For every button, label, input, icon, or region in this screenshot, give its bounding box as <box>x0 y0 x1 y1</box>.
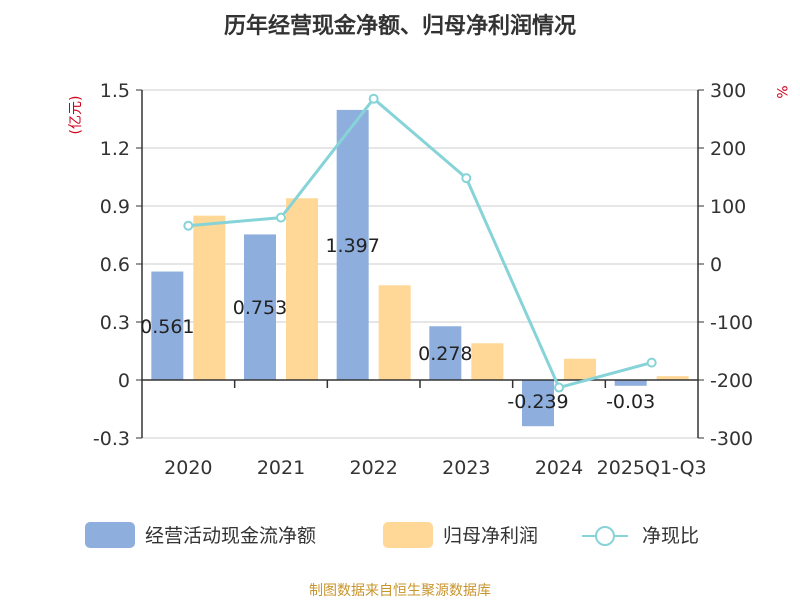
bar-cashflow <box>614 380 647 386</box>
right-axis-tick-label: 200 <box>710 138 746 160</box>
ratio-point <box>554 382 564 393</box>
bar-netprofit <box>471 343 504 380</box>
legend-marker-ratio <box>595 526 615 546</box>
data-label: 0.278 <box>418 343 472 365</box>
legend-swatch-cashflow <box>85 522 135 548</box>
data-label: 1.397 <box>325 235 379 257</box>
ratio-line <box>188 97 653 390</box>
bar-netprofit <box>656 376 689 380</box>
ratio-line-group <box>183 93 657 393</box>
right-axis-tick-label: -200 <box>710 370 753 392</box>
bar-cashflow <box>244 234 276 380</box>
bar-netprofit <box>286 198 318 380</box>
legend-label-ratio: 净现比 <box>642 525 699 547</box>
left-axis-tick-label: 0 <box>118 370 130 392</box>
right-axis-tick-label: 100 <box>710 196 746 218</box>
bar-group <box>151 109 689 427</box>
x-axis-category-label: 2020 <box>164 457 212 479</box>
legend-swatch-netprofit <box>383 522 433 548</box>
bar-cashflow <box>429 326 462 380</box>
right-axis-tick-label: 0 <box>710 254 722 276</box>
ratio-point <box>646 357 657 368</box>
ratio-point <box>276 212 286 223</box>
left-axis-tick-label: 1.2 <box>100 138 130 160</box>
left-axis-tick-label: 1.5 <box>100 80 130 102</box>
legend-label-netprofit: 归母净利润 <box>443 525 538 547</box>
data-label: 0.561 <box>140 316 194 338</box>
x-axis-category-label: 2021 <box>257 457 305 479</box>
bar-netprofit <box>564 358 596 380</box>
bar-cashflow <box>151 271 184 380</box>
right-axis-tick-label: 300 <box>710 80 746 102</box>
left-axis-tick-label: 0.6 <box>100 254 130 276</box>
legend-label-cashflow: 经营活动现金流净额 <box>145 525 316 547</box>
x-axis-category-label: 2022 <box>349 457 397 479</box>
right-axis-tick-label: -300 <box>710 428 753 450</box>
ratio-point <box>461 173 472 184</box>
bar-cashflow <box>522 380 554 427</box>
left-axis-tick-label: 0.3 <box>100 312 130 334</box>
data-label: -0.03 <box>606 391 655 413</box>
left-axis-tick-label: 0.9 <box>100 196 130 218</box>
ratio-point <box>183 220 194 231</box>
source-note: 制图数据来自恒生聚源数据库 <box>309 583 491 599</box>
bar-netprofit <box>378 285 411 380</box>
legend: 经营活动现金流净额 归母净利润 净现比 <box>85 522 699 548</box>
data-label: -0.239 <box>507 391 568 413</box>
right-axis-tick-label: -100 <box>710 312 753 334</box>
ratio-point <box>368 93 379 104</box>
bar-cashflow <box>336 109 369 380</box>
x-axis-category-label: 2023 <box>442 457 490 479</box>
data-label: 0.753 <box>233 297 287 319</box>
x-axis-category-label: 2024 <box>535 457 583 479</box>
left-axis-tick-label: -0.3 <box>93 428 130 450</box>
axes: 1.5 1.2 0.9 0.6 0.3 0 -0.3 300 200 100 0 -100 -200 -3… <box>93 80 753 479</box>
bar-netprofit <box>193 215 226 380</box>
data-label-group: 0.561 0.753 1.397 0.278 -0.239 -0.03 <box>140 235 655 413</box>
chart-title: 历年经营现金净额、归母净利润情况 <box>224 13 576 39</box>
left-axis-unit: (亿元) <box>68 96 84 135</box>
x-axis-category-label: 2025Q1-Q3 <box>597 457 707 479</box>
right-axis-unit: % <box>773 85 789 98</box>
